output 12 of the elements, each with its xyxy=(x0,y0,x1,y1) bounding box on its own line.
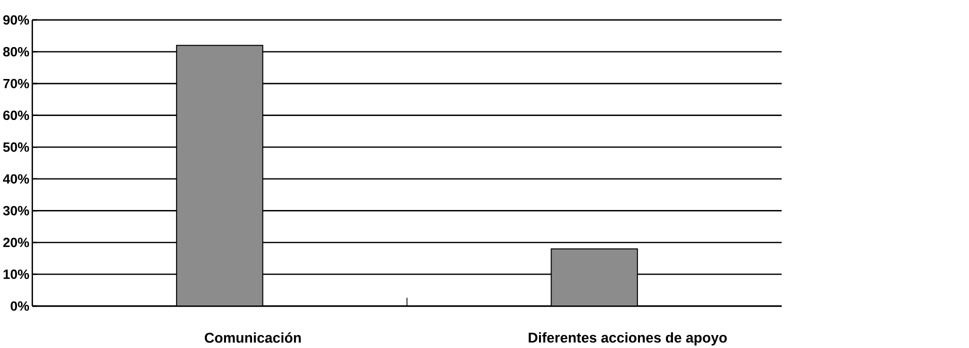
y-tick-label: 80% xyxy=(3,46,30,56)
y-tick-label: 10% xyxy=(4,269,30,279)
x-tick-label: Comunicación xyxy=(204,332,301,343)
y-tick-label: 40% xyxy=(2,174,30,184)
y-tick-label: 90% xyxy=(3,15,30,24)
y-tick-label: 0% xyxy=(10,301,30,311)
y-tick-label: 20% xyxy=(3,238,30,247)
y-tick-label: 60% xyxy=(3,110,30,120)
y-tick-label: 30% xyxy=(3,206,30,216)
x-tick-label: Diferentes acciones de apoyo xyxy=(528,332,727,346)
y-tick-label: 50% xyxy=(3,142,30,152)
y-tick-label: 70% xyxy=(3,78,30,88)
